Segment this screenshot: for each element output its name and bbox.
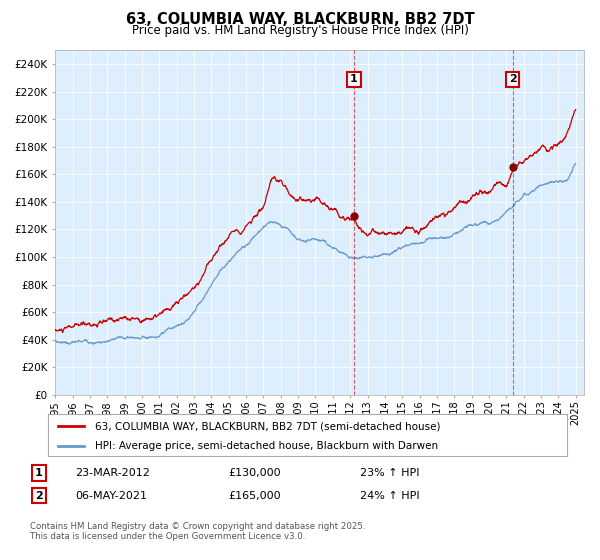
Text: 23% ↑ HPI: 23% ↑ HPI <box>360 468 419 478</box>
Text: Contains HM Land Registry data © Crown copyright and database right 2025.
This d: Contains HM Land Registry data © Crown c… <box>30 522 365 542</box>
Text: 1: 1 <box>35 468 43 478</box>
Text: 1: 1 <box>350 74 358 85</box>
Text: 63, COLUMBIA WAY, BLACKBURN, BB2 7DT: 63, COLUMBIA WAY, BLACKBURN, BB2 7DT <box>125 12 475 27</box>
Text: Price paid vs. HM Land Registry's House Price Index (HPI): Price paid vs. HM Land Registry's House … <box>131 24 469 37</box>
Text: 23-MAR-2012: 23-MAR-2012 <box>75 468 150 478</box>
Text: 2: 2 <box>509 74 517 85</box>
Text: 63, COLUMBIA WAY, BLACKBURN, BB2 7DT (semi-detached house): 63, COLUMBIA WAY, BLACKBURN, BB2 7DT (se… <box>95 421 440 431</box>
Text: 06-MAY-2021: 06-MAY-2021 <box>75 491 147 501</box>
Text: HPI: Average price, semi-detached house, Blackburn with Darwen: HPI: Average price, semi-detached house,… <box>95 441 438 451</box>
Text: 24% ↑ HPI: 24% ↑ HPI <box>360 491 419 501</box>
Text: 2: 2 <box>35 491 43 501</box>
Text: £165,000: £165,000 <box>228 491 281 501</box>
Text: £130,000: £130,000 <box>228 468 281 478</box>
